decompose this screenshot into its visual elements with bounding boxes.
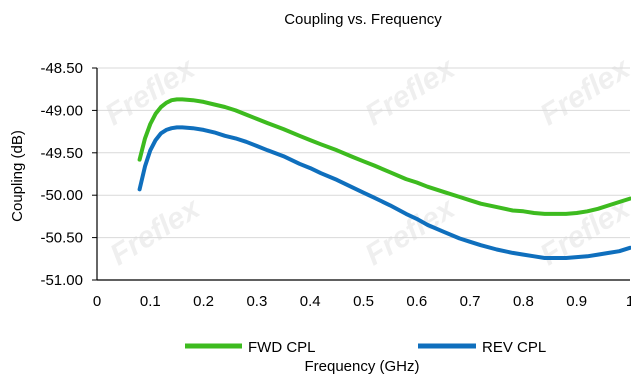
x-axis-label: Frequency (GHz) [304, 358, 419, 375]
series-line-fwd-cpl [137, 97, 631, 216]
y-tick-label: -50.50 [40, 230, 83, 247]
x-tick-label: 1 [626, 293, 631, 310]
legend-label-fwd: FWD CPL [248, 339, 316, 356]
grid-lines [97, 67, 630, 239]
series-line-rev-cpl [137, 125, 631, 260]
x-tick-label: 0.2 [193, 293, 214, 310]
y-axis-label: Coupling (dB) [9, 130, 26, 222]
legend-label-rev: REV CPL [482, 339, 546, 356]
svg-text:Freflex: Freflex [360, 51, 462, 132]
plot-axes [92, 67, 630, 281]
x-tick-label: 0.6 [406, 293, 427, 310]
y-tick-label: -51.00 [40, 272, 83, 289]
x-tick-label: 0.5 [353, 293, 374, 310]
x-tick-label: 0.9 [566, 293, 587, 310]
watermark: Freflex [535, 51, 631, 132]
x-tick-label: 0.4 [300, 293, 321, 310]
y-tick-label: -50.00 [40, 187, 83, 204]
x-tick-label: 0.7 [460, 293, 481, 310]
tick-labels: -48.50 -49.00 -49.50 -50.00 -50.50 -51.00 0 0.1… [40, 60, 631, 310]
watermark: Freflex [360, 51, 462, 132]
series-layer [137, 97, 631, 260]
watermark: Freflex [105, 191, 207, 272]
x-tick-label: 0.3 [246, 293, 267, 310]
legend: FWD CPL REV CPL [185, 339, 546, 356]
y-tick-label: -49.50 [40, 145, 83, 162]
y-tick-label: -49.00 [40, 102, 83, 119]
x-tick-label: 0 [93, 293, 101, 310]
chart-title: Coupling vs. Frequency [284, 11, 442, 28]
x-tick-label: 0.1 [140, 293, 161, 310]
x-tick-label: 0.8 [513, 293, 534, 310]
svg-text:Freflex: Freflex [535, 51, 631, 132]
svg-text:Freflex: Freflex [105, 191, 207, 272]
y-tick-label: -48.50 [40, 60, 83, 77]
